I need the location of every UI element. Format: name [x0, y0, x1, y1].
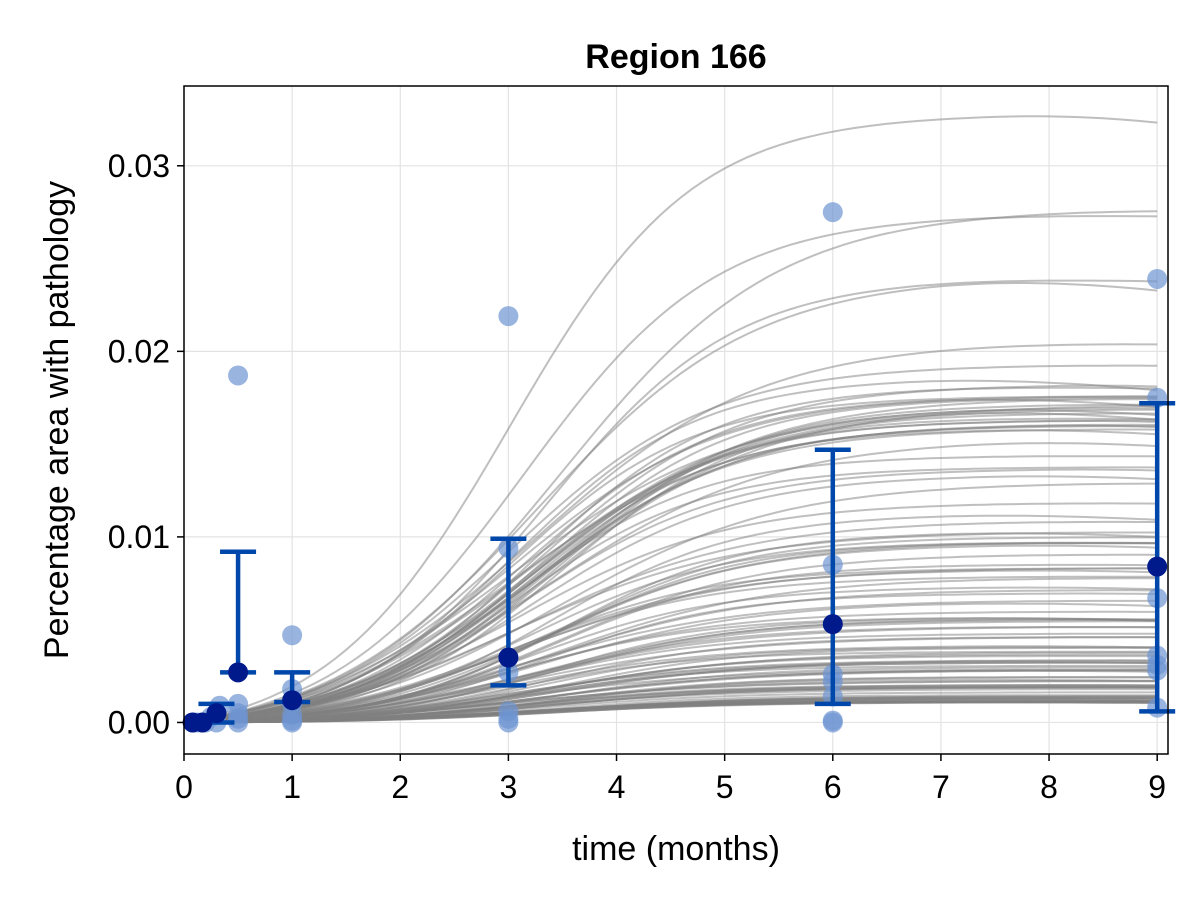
plot-frame — [183, 85, 1169, 755]
mean-point — [228, 662, 249, 683]
trajectory-curve — [183, 343, 1158, 724]
observation-point — [822, 712, 843, 733]
observation-point — [282, 712, 303, 733]
observation-point — [282, 625, 303, 646]
trajectory-curve — [183, 412, 1158, 724]
y-axis-label: Percentage area with pathology — [38, 181, 76, 659]
x-tick-label: 0 — [175, 769, 193, 805]
observation-point — [228, 365, 249, 386]
x-tick-label: 6 — [824, 769, 842, 805]
trajectory-curve — [183, 569, 1158, 724]
observation-point — [498, 712, 519, 733]
trajectory-curve — [183, 514, 1158, 724]
x-tick-label: 2 — [391, 769, 409, 805]
trajectory-curve — [183, 403, 1158, 724]
mean-points — [182, 556, 1168, 733]
trajectory-curve — [183, 115, 1158, 724]
observation-point — [498, 306, 519, 327]
observation-point — [1147, 268, 1168, 289]
mean-point — [206, 703, 227, 724]
trajectory-curve — [183, 423, 1158, 724]
trajectory-curve — [183, 482, 1158, 724]
trajectory-curve — [183, 659, 1158, 724]
x-tick-label: 5 — [716, 769, 734, 805]
mean-point — [282, 690, 303, 711]
mean-point — [822, 614, 843, 635]
mean-point — [1147, 556, 1168, 577]
error-bar — [814, 447, 851, 707]
trajectory-curve — [183, 395, 1158, 724]
trajectory-curve — [183, 636, 1158, 724]
grid — [183, 86, 1168, 754]
y-tick-label: 0.01 — [108, 519, 170, 555]
trajectory-curve — [183, 542, 1158, 724]
x-axis-ticks: 0 1 2 3 4 5 6 7 8 9 — [175, 754, 1166, 805]
y-tick-label: 0.02 — [108, 333, 170, 369]
y-tick-label: 0.03 — [108, 148, 170, 184]
trajectory-curve — [183, 215, 1158, 724]
x-tick-label: 7 — [932, 769, 950, 805]
trajectory-curve — [183, 626, 1158, 724]
y-axis-ticks: 0.00 0.01 0.02 0.03 — [108, 148, 184, 740]
x-tick-label: 8 — [1040, 769, 1058, 805]
observation-point — [228, 712, 249, 733]
trajectory-curves — [183, 115, 1158, 724]
x-tick-label: 1 — [283, 769, 301, 805]
chart-title: Region 166 — [585, 38, 766, 76]
observation-point — [822, 202, 843, 223]
trajectory-curve — [183, 384, 1158, 724]
error-bar — [220, 549, 257, 675]
trajectory-curve — [183, 425, 1158, 724]
trajectory-curve — [183, 701, 1158, 724]
x-axis-label: time (months) — [572, 830, 780, 868]
mean-point — [498, 647, 519, 668]
trajectory-curve — [183, 575, 1158, 724]
mean-point — [192, 712, 213, 733]
x-tick-label: 3 — [499, 769, 517, 805]
trajectory-curve — [183, 686, 1158, 724]
y-tick-label: 0.00 — [108, 704, 170, 740]
x-tick-label: 4 — [608, 769, 626, 805]
trajectory-curve — [183, 282, 1158, 724]
x-tick-label: 9 — [1148, 769, 1166, 805]
